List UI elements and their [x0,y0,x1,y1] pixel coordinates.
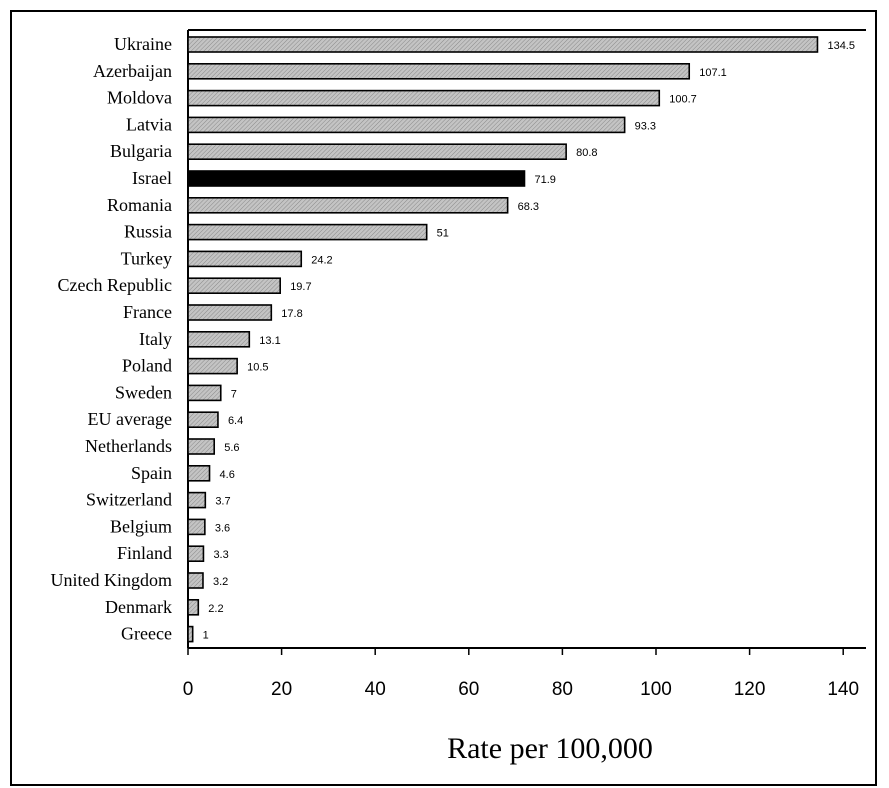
category-label-moldova: Moldova [107,88,172,108]
value-label-italy: 13.1 [259,335,280,347]
category-label-russia: Russia [124,222,172,242]
value-label-poland: 10.5 [247,362,268,374]
category-label-france: France [123,302,172,322]
category-label-spain: Spain [131,463,172,483]
value-label-sweden: 7 [231,388,237,400]
bar-romania [187,197,509,214]
value-label-finland: 3.3 [213,549,228,561]
bar-ukraine [187,36,819,53]
value-label-latvia: 93.3 [635,120,656,132]
bar-azerbaijan [187,62,691,80]
value-label-ukraine: 134.5 [827,40,855,52]
category-label-italy: Italy [139,329,172,349]
x-tick-label: 40 [365,679,386,700]
x-tick-label: 20 [271,679,292,700]
value-label-united-kingdom: 3.2 [213,576,228,588]
category-label-turkey: Turkey [121,248,172,268]
category-labels: Ukraine Azerbaijan Moldova Latvia Bulgaria Is… [51,34,173,644]
bar-czech-republic [187,277,281,295]
value-label-eu-average: 6.4 [228,415,243,427]
category-label-belgium: Belgium [110,516,172,536]
value-label-netherlands: 5.6 [224,442,239,454]
bar-denmark [187,598,200,616]
value-label-moldova: 100.7 [669,94,697,106]
category-label-greece: Greece [121,624,172,644]
category-label-latvia: Latvia [126,114,172,134]
x-tick-label: 100 [640,679,672,700]
bar-poland [187,357,238,375]
category-label-eu-average: EU average [88,409,172,429]
x-tick-label: 120 [734,679,766,700]
bar-sweden [187,384,222,402]
bar-switzerland [187,491,207,509]
value-label-romania: 68.3 [518,201,539,213]
value-label-israel: 71.9 [534,174,555,186]
category-label-denmark: Denmark [105,597,172,617]
category-label-romania: Romania [107,195,172,215]
category-label-netherlands: Netherlands [85,436,172,456]
x-axis: 0 20 40 60 80 100 120 140 [183,648,859,700]
bar-greece [187,625,194,643]
bar-italy [187,330,251,348]
value-label-france: 17.8 [281,308,302,320]
value-labels: 134.5 107.1 100.7 93.3 80.8 71.9 68.3 51 24.2 19.… [203,40,855,642]
category-label-azerbaijan: Azerbaijan [93,61,172,81]
category-label-poland: Poland [122,356,172,376]
category-label-israel: Israel [132,168,172,188]
category-label-bulgaria: Bulgaria [110,141,172,161]
bar-netherlands [187,438,216,455]
category-label-sweden: Sweden [115,382,172,402]
bar-turkey [187,250,303,268]
category-label-finland: Finland [117,543,172,563]
bar-latvia [187,116,626,134]
value-label-switzerland: 3.7 [215,496,230,508]
x-tick-label: 80 [552,679,573,700]
value-label-turkey: 24.2 [311,254,332,266]
bar-united-kingdom [187,572,204,589]
category-label-united-kingdom: United Kingdom [51,570,173,590]
x-tick-label: 0 [183,679,194,700]
bar-russia [187,223,428,241]
value-label-denmark: 2.2 [208,603,223,615]
x-tick-label: 140 [827,679,859,700]
value-label-russia: 51 [437,228,449,240]
x-axis-title: Rate per 100,000 [447,732,653,765]
category-label-switzerland: Switzerland [86,490,172,510]
bar-france [187,304,273,321]
value-label-bulgaria: 80.8 [576,147,597,159]
bar-finland [187,545,205,563]
bar-belgium [187,518,206,536]
bar-moldova [187,89,661,107]
bar-bulgaria [187,143,567,160]
bar-eu-average [187,411,219,429]
bar-spain [187,464,211,482]
chart-frame [10,10,877,786]
value-label-spain: 4.6 [220,469,235,481]
value-label-greece: 1 [203,630,209,642]
x-tick-label: 60 [458,679,479,700]
value-label-belgium: 3.6 [215,522,230,534]
bar-israel [187,170,526,187]
value-label-azerbaijan: 107.1 [699,67,727,79]
category-label-czech-republic: Czech Republic [58,275,172,295]
bars-group [187,36,819,643]
value-label-czech-republic: 19.7 [290,281,311,293]
category-label-ukraine: Ukraine [114,34,172,54]
